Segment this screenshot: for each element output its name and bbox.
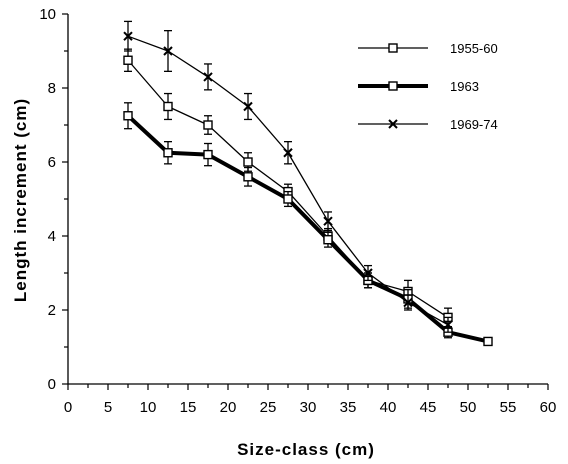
data-point [243, 172, 253, 182]
x-ticks: 0 5 10 15 20 25 30 35 40 45 50 55 60 [64, 384, 557, 416]
x-axis-title: Size-class (cm) [237, 440, 375, 459]
data-point [323, 234, 333, 245]
y-tick-label: 2 [48, 302, 56, 319]
x-tick-label: 20 [220, 399, 237, 416]
series-layer [123, 20, 493, 347]
axes [67, 14, 548, 385]
x-tick-label: 30 [300, 399, 317, 416]
y-tick-label: 8 [48, 80, 56, 97]
data-point [163, 46, 173, 56]
legend-item: 1955-60 [358, 41, 498, 56]
series-1969-74 [123, 20, 453, 333]
x-tick-label: 15 [180, 399, 197, 416]
data-point [123, 111, 133, 121]
data-point [203, 149, 213, 160]
legend-item: 1969-74 [358, 117, 498, 132]
series-line [127, 35, 449, 326]
data-point [203, 120, 213, 130]
legend-label: 1969-74 [450, 117, 498, 132]
series-1955-60 [123, 48, 453, 328]
data-point [283, 148, 293, 158]
data-point [203, 72, 213, 82]
data-point-legend-marker [388, 81, 398, 91]
legend: 1955-60 1963 1969-74 [358, 41, 498, 132]
data-point [163, 101, 173, 112]
series-1963 [123, 102, 493, 347]
x-tick-label: 45 [420, 399, 437, 416]
x-tick-label: 25 [260, 399, 277, 416]
x-tick-label: 5 [104, 399, 112, 416]
data-point [123, 31, 133, 41]
data-point [123, 55, 133, 65]
data-point [283, 194, 293, 204]
y-tick-label: 0 [48, 376, 56, 393]
data-point [443, 320, 453, 330]
data-point [483, 336, 493, 347]
legend-label: 1963 [450, 79, 479, 94]
x-tick-label: 55 [500, 399, 517, 416]
series-line [126, 114, 489, 344]
x-tick-label: 50 [460, 399, 477, 416]
data-point-legend-marker [388, 119, 398, 129]
plot-frame [67, 14, 548, 385]
data-point [363, 268, 373, 278]
y-tick-label: 4 [48, 228, 56, 245]
legend-item: 1963 [358, 79, 479, 94]
y-tick-label: 10 [39, 6, 56, 23]
x-tick-label: 40 [380, 399, 397, 416]
y-ticks: 0 2 4 6 8 10 [39, 6, 68, 393]
y-tick-label: 6 [48, 154, 56, 171]
data-point [323, 216, 333, 226]
data-point [403, 297, 413, 308]
x-tick-label: 35 [340, 399, 357, 416]
y-axis-title: Length increment (cm) [11, 98, 30, 302]
data-point [243, 157, 253, 167]
x-tick-label: 10 [140, 399, 157, 416]
data-point [243, 101, 253, 112]
x-tick-label: 0 [64, 399, 72, 416]
x-tick-label: 60 [540, 399, 557, 416]
data-point-legend-marker [388, 43, 398, 53]
legend-label: 1955-60 [450, 41, 498, 56]
data-point [163, 148, 173, 158]
